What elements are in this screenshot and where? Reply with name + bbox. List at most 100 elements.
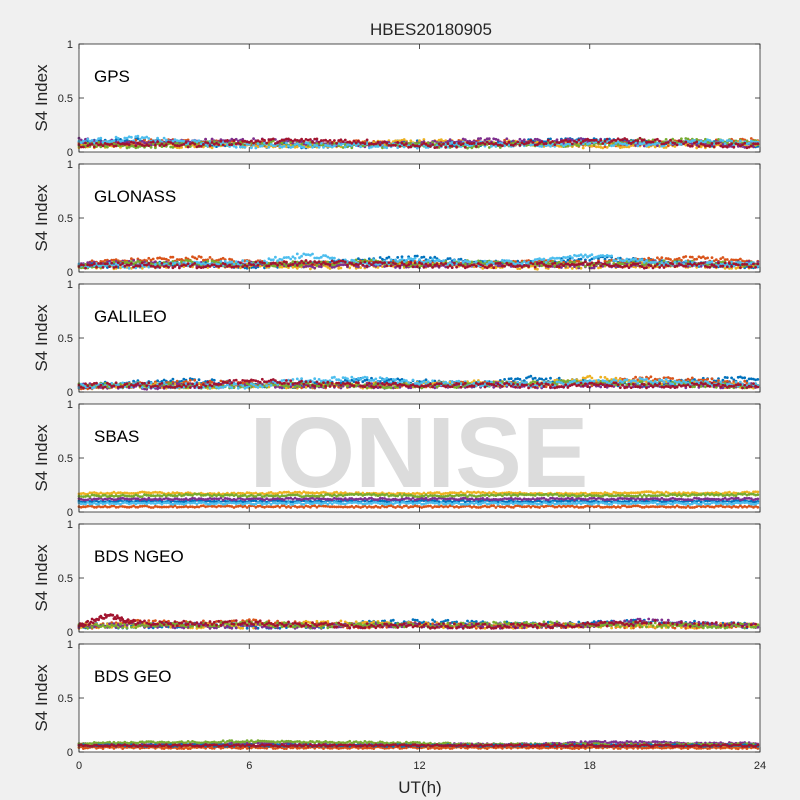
data-point: [579, 257, 583, 261]
data-point: [121, 139, 125, 143]
data-point: [756, 378, 760, 381]
data-point: [725, 265, 729, 269]
data-point: [132, 141, 136, 145]
data-point: [86, 137, 90, 141]
data-point: [184, 264, 188, 267]
data-point: [739, 139, 742, 143]
data-point: [90, 139, 94, 142]
data-point: [601, 146, 605, 150]
data-point: [274, 262, 277, 265]
data-point: [721, 139, 725, 143]
data-point: [206, 259, 210, 263]
data-point: [625, 138, 629, 141]
data-point: [684, 255, 688, 258]
data-point: [149, 145, 153, 149]
data-point: [636, 144, 640, 148]
data-point: [276, 263, 279, 267]
data-point: [147, 144, 151, 148]
data-point: [127, 143, 131, 147]
data-point: [527, 141, 530, 145]
data-point: [503, 378, 506, 381]
data-point: [695, 257, 699, 261]
data-point: [134, 138, 138, 142]
data-point: [385, 141, 389, 145]
data-point: [553, 143, 557, 147]
data-point: [431, 257, 434, 261]
data-point: [457, 259, 461, 263]
data-point: [206, 141, 210, 145]
data-point: [319, 265, 323, 269]
data-point: [309, 143, 312, 147]
data-point: [725, 376, 729, 379]
data-point: [754, 265, 757, 269]
data-point: [605, 146, 609, 149]
data-point: [461, 142, 465, 146]
points: [77, 134, 760, 150]
data-point: [82, 145, 85, 149]
chart-title: HBES20180905: [370, 20, 492, 39]
data-point: [405, 259, 408, 262]
data-point: [252, 263, 256, 266]
data-point: [359, 145, 362, 149]
data-point: [127, 266, 131, 270]
data-point: [446, 266, 450, 269]
data-point: [88, 261, 92, 264]
data-point: [666, 264, 670, 268]
data-point: [267, 140, 271, 144]
data-point: [448, 257, 452, 260]
data-point: [140, 261, 144, 265]
data-point: [151, 257, 155, 261]
data-point: [215, 145, 218, 149]
data-point: [581, 255, 585, 259]
data-point: [680, 140, 683, 143]
data-point: [409, 139, 413, 143]
data-point: [398, 139, 402, 143]
data-point: [127, 263, 131, 267]
data-point: [383, 261, 386, 265]
data-point: [549, 144, 552, 148]
data-point: [193, 145, 197, 149]
data-point: [684, 264, 688, 268]
data-point: [365, 264, 369, 268]
data-point: [669, 138, 672, 142]
data-point: [529, 138, 533, 142]
data-point: [437, 142, 441, 146]
data-point: [317, 140, 321, 144]
data-point: [570, 256, 574, 260]
data-point: [363, 142, 367, 146]
data-point: [363, 260, 367, 264]
data-point: [223, 259, 227, 263]
data-point: [219, 264, 223, 268]
data-point: [291, 145, 295, 149]
data-point: [210, 137, 214, 141]
data-point: [309, 267, 312, 271]
data-point: [636, 139, 640, 143]
data-point: [505, 261, 509, 265]
data-point: [649, 264, 653, 268]
data-point: [658, 258, 661, 261]
y-axis-label: S4 Index: [32, 184, 51, 252]
data-point: [293, 260, 297, 264]
data-point: [429, 263, 432, 267]
data-point: [625, 257, 629, 261]
data-point: [239, 261, 242, 265]
data-point: [730, 139, 733, 143]
data-point: [514, 142, 517, 146]
data-point: [354, 139, 358, 143]
data-point: [361, 263, 365, 267]
data-point: [660, 264, 664, 267]
data-point: [671, 262, 675, 266]
data-point: [182, 142, 186, 146]
data-point: [579, 142, 583, 145]
data-point: [717, 141, 720, 145]
data-point: [608, 260, 611, 264]
data-point: [487, 137, 491, 141]
data-point: [708, 265, 712, 269]
data-point: [608, 137, 611, 141]
data-point: [405, 144, 408, 148]
data-point: [265, 141, 269, 145]
data-point: [520, 262, 524, 266]
data-point: [675, 143, 679, 147]
data-point: [490, 264, 493, 267]
